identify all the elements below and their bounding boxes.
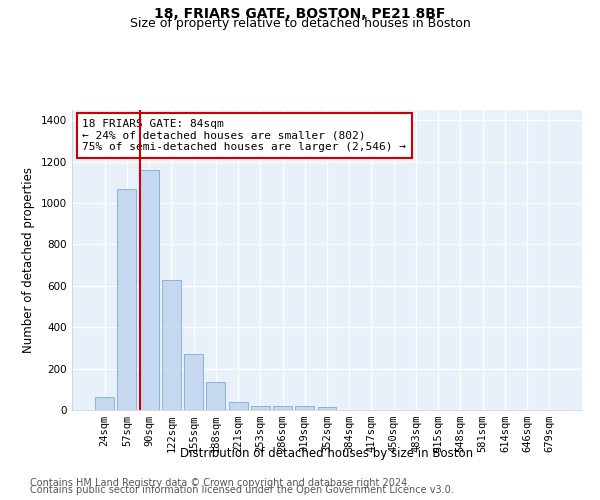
Bar: [251, 406, 270, 410]
Text: Size of property relative to detached houses in Boston: Size of property relative to detached ho…: [130, 18, 470, 30]
Bar: [229, 402, 248, 410]
Bar: [273, 406, 292, 410]
Bar: [118, 189, 136, 410]
Y-axis label: Number of detached properties: Number of detached properties: [22, 167, 35, 353]
Bar: [295, 406, 314, 410]
Bar: [184, 354, 203, 410]
Bar: [95, 397, 114, 410]
Bar: [317, 407, 337, 410]
Text: 18, FRIARS GATE, BOSTON, PE21 8BF: 18, FRIARS GATE, BOSTON, PE21 8BF: [154, 8, 446, 22]
Bar: [140, 170, 158, 410]
Text: Distribution of detached houses by size in Boston: Distribution of detached houses by size …: [181, 448, 473, 460]
Text: Contains HM Land Registry data © Crown copyright and database right 2024.: Contains HM Land Registry data © Crown c…: [30, 478, 410, 488]
Text: Contains public sector information licensed under the Open Government Licence v3: Contains public sector information licen…: [30, 485, 454, 495]
Bar: [162, 280, 181, 410]
Bar: [206, 382, 225, 410]
Text: 18 FRIARS GATE: 84sqm
← 24% of detached houses are smaller (802)
75% of semi-det: 18 FRIARS GATE: 84sqm ← 24% of detached …: [82, 119, 406, 152]
